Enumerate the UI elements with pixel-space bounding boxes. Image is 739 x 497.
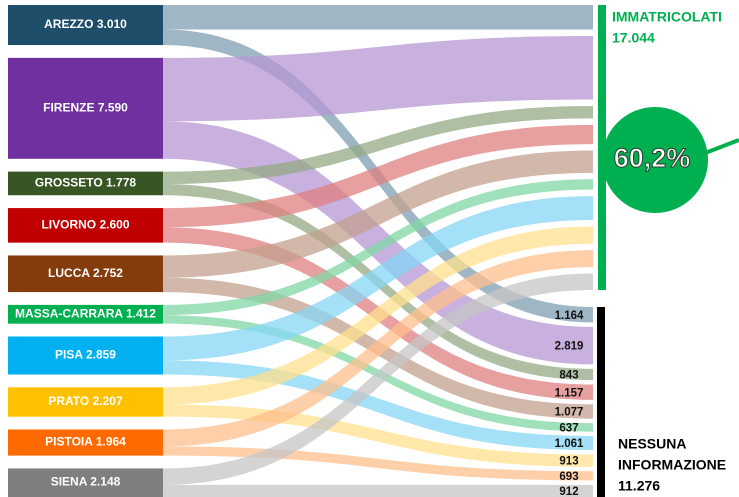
node xyxy=(8,5,163,46)
nessuna-value-label: 912 xyxy=(559,486,578,497)
node-label: GROSSETO 1.778 xyxy=(35,176,136,190)
node-name: FIRENZE xyxy=(43,100,94,114)
node xyxy=(8,304,163,324)
flow-nessuna xyxy=(163,484,593,497)
flow-immatricolati xyxy=(163,250,593,447)
node xyxy=(8,208,163,243)
node xyxy=(8,336,163,375)
nessuna-value-label: 1.061 xyxy=(555,438,584,450)
node xyxy=(8,387,163,417)
node xyxy=(8,468,163,497)
node-value: 2.752 xyxy=(93,266,123,280)
node-label: AREZZO 3.010 xyxy=(44,17,127,31)
nessuna-value-label: 1.157 xyxy=(555,387,584,399)
flow-immatricolati xyxy=(163,5,593,30)
node-value: 2.859 xyxy=(86,348,116,362)
node-name: MASSA-CARRARA xyxy=(15,306,123,320)
node-label: PISA 2.859 xyxy=(55,348,116,362)
nessuna-value-label: 1.077 xyxy=(555,407,584,419)
flow-immatricolati xyxy=(163,273,593,485)
percent-circle xyxy=(602,107,708,213)
flow-immatricolati xyxy=(163,124,593,228)
nessuna-value: 11.276 xyxy=(618,478,660,494)
nessuna-value-label: 693 xyxy=(559,471,578,483)
nessuna-value-label: 637 xyxy=(559,422,578,434)
nessuna-value-label: 1.164 xyxy=(555,310,584,322)
node-label: FIRENZE 7.590 xyxy=(43,100,128,114)
node-value: 2.600 xyxy=(99,218,129,232)
immatricolati-label: IMMATRICOLATI xyxy=(612,9,722,25)
node-label: LIVORNO 2.600 xyxy=(41,218,129,232)
nessuna-value-label: 913 xyxy=(559,456,578,468)
flow-immatricolati xyxy=(163,105,593,185)
node-name: PISA xyxy=(55,348,83,362)
nessuna-label: INFORMAZIONE xyxy=(618,457,726,473)
nessuna-value-label: 843 xyxy=(559,370,578,382)
flow-immatricolati xyxy=(163,36,593,122)
node xyxy=(8,171,163,196)
node-name: AREZZO xyxy=(44,17,93,31)
node xyxy=(8,57,163,159)
node-name: PRATO xyxy=(48,394,89,408)
flow-immatricolati xyxy=(163,150,593,278)
node-name: SIENA xyxy=(51,475,88,489)
flow-immatricolati xyxy=(163,226,593,405)
nessuna-value-label: 2.819 xyxy=(555,341,584,353)
node-label: PISTOIA 1.964 xyxy=(45,435,126,449)
flow-immatricolati xyxy=(163,196,593,361)
node-value: 1.412 xyxy=(126,306,156,320)
flow-immatricolati xyxy=(163,179,593,316)
node-name: LIVORNO xyxy=(41,218,96,232)
nessuna-bar xyxy=(597,307,605,497)
percent-label: 60,2% xyxy=(614,143,691,173)
flows xyxy=(163,5,593,497)
node-value: 2.148 xyxy=(90,475,120,489)
node-name: PISTOIA xyxy=(45,435,93,449)
flow-nessuna xyxy=(163,360,593,451)
node xyxy=(8,255,163,293)
node-value: 1.778 xyxy=(106,176,136,190)
immatricolati-bar xyxy=(598,5,606,290)
node-value: 1.964 xyxy=(96,435,126,449)
node-label: SIENA 2.148 xyxy=(51,475,121,489)
node-label: MASSA-CARRARA 1.412 xyxy=(15,306,156,320)
node-value: 3.010 xyxy=(97,17,127,31)
immatricolati-value: 17.044 xyxy=(612,30,655,46)
node-name: LUCCA xyxy=(48,266,90,280)
node-label: PRATO 2.207 xyxy=(48,394,123,408)
nessuna-label: NESSUNA xyxy=(618,436,686,452)
node-label: LUCCA 2.752 xyxy=(48,266,123,280)
node-name: GROSSETO xyxy=(35,176,103,190)
node-value: 7.590 xyxy=(98,100,128,114)
node xyxy=(8,429,163,456)
node-value: 2.207 xyxy=(93,394,123,408)
